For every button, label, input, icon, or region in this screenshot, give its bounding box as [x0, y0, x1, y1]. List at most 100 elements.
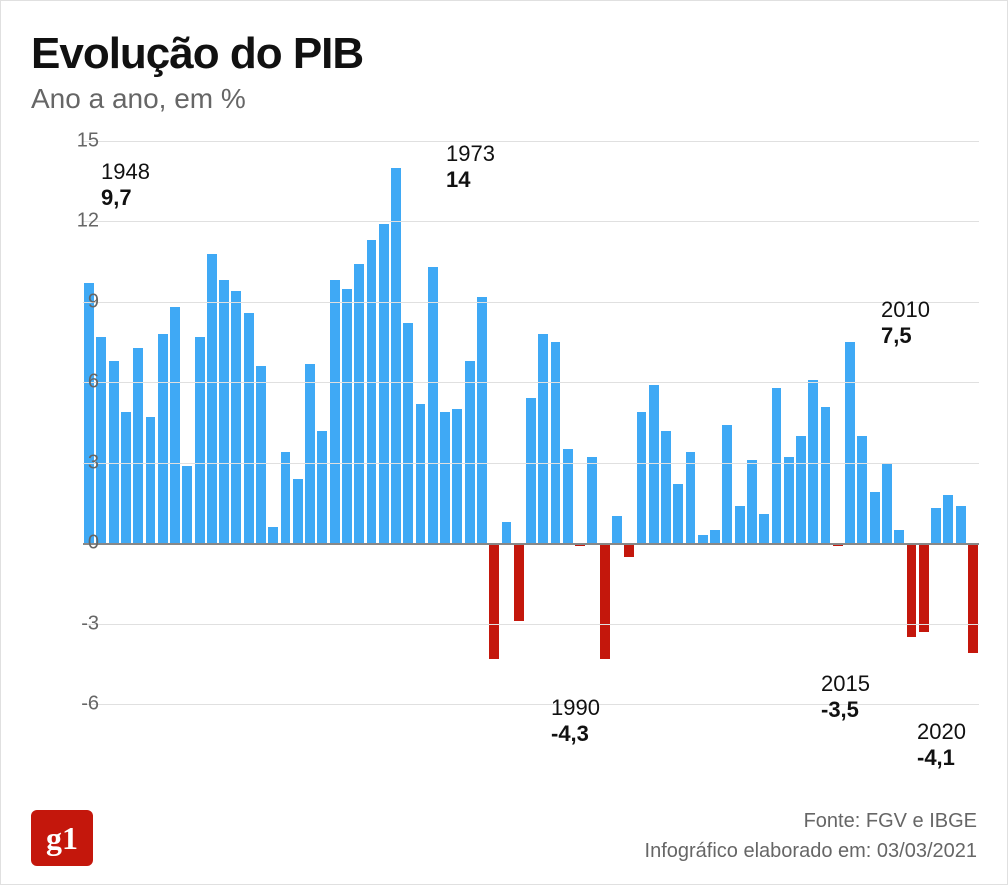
bar [391, 168, 401, 543]
bar [600, 543, 610, 658]
bar [109, 361, 119, 543]
y-axis-label: -3 [49, 612, 99, 635]
y-axis-label: 3 [49, 451, 99, 474]
callout: 19489,7 [101, 159, 150, 212]
bar [526, 398, 536, 543]
bar [551, 342, 561, 543]
callout-value: -4,3 [551, 721, 600, 747]
bar [784, 457, 794, 543]
bar [710, 530, 720, 543]
bar [121, 412, 131, 543]
bar [722, 425, 732, 543]
bar [796, 436, 806, 543]
bar [354, 264, 364, 543]
bar [637, 412, 647, 543]
bar [649, 385, 659, 543]
bar [96, 337, 106, 544]
y-axis-label: 12 [49, 210, 99, 233]
bar [84, 283, 94, 543]
source-line: Fonte: FGV e IBGE [645, 806, 977, 836]
bar [207, 254, 217, 544]
bar [219, 280, 229, 543]
bar [673, 484, 683, 543]
callout: 197314 [446, 141, 495, 194]
chart-subtitle: Ano a ano, em % [31, 83, 246, 115]
bar [182, 466, 192, 544]
bar [661, 431, 671, 544]
bar [735, 506, 745, 544]
bar [317, 431, 327, 544]
bar [956, 506, 966, 544]
footer-text: Fonte: FGV e IBGE Infográfico elaborado … [645, 806, 977, 866]
y-axis-label: 15 [49, 130, 99, 153]
callout: 1990-4,3 [551, 695, 600, 748]
callout: 20107,5 [881, 297, 930, 350]
chart-footer: g1 Fonte: FGV e IBGE Infográfico elabora… [31, 806, 977, 866]
bar [808, 380, 818, 544]
bar [857, 436, 867, 543]
bar [158, 334, 168, 543]
callout-year: 1990 [551, 695, 600, 720]
bar [452, 409, 462, 543]
callout-year: 2010 [881, 297, 930, 322]
bar [821, 407, 831, 544]
bar [894, 530, 904, 543]
bar [170, 307, 180, 543]
bar [195, 337, 205, 544]
bar [538, 334, 548, 543]
callout: 2015-3,5 [821, 671, 870, 724]
y-axis-label: -6 [49, 693, 99, 716]
bar [440, 412, 450, 543]
baseline [83, 543, 979, 545]
bar [403, 323, 413, 543]
callout-year: 2020 [917, 719, 966, 744]
bar [416, 404, 426, 543]
grid-line [83, 302, 979, 303]
grid-line [83, 382, 979, 383]
callout-year: 1973 [446, 141, 495, 166]
bar [514, 543, 524, 621]
y-axis-label: 0 [49, 532, 99, 555]
callout-year: 1948 [101, 159, 150, 184]
bar [919, 543, 929, 632]
chart-container: Evolução do PIB Ano a ano, em % 19489,71… [0, 0, 1008, 885]
bar [882, 463, 892, 543]
bar [281, 452, 291, 543]
bar [931, 508, 941, 543]
bar [698, 535, 708, 543]
bar [612, 516, 622, 543]
bar [686, 452, 696, 543]
grid-line [83, 141, 979, 142]
bar [293, 479, 303, 543]
bar [502, 522, 512, 543]
bar [477, 297, 487, 544]
grid-line [83, 624, 979, 625]
y-axis-label: 9 [49, 290, 99, 313]
bar [845, 342, 855, 543]
bar [489, 543, 499, 658]
bars-layer [83, 141, 979, 731]
bar [943, 495, 953, 543]
bar [624, 543, 634, 556]
bar [870, 492, 880, 543]
bar [231, 291, 241, 543]
plot-area [83, 141, 979, 731]
bar [342, 289, 352, 544]
callout-value: -3,5 [821, 697, 870, 723]
grid-line [83, 463, 979, 464]
bar [968, 543, 978, 653]
callout-value: 14 [446, 167, 495, 193]
bar [465, 361, 475, 543]
callout-year: 2015 [821, 671, 870, 696]
bar [379, 224, 389, 543]
bar [587, 457, 597, 543]
grid-line [83, 221, 979, 222]
bar [268, 527, 278, 543]
bar [256, 366, 266, 543]
bar [305, 364, 315, 544]
callout-value: 9,7 [101, 185, 150, 211]
bar [244, 313, 254, 544]
bar [428, 267, 438, 543]
callout-value: 7,5 [881, 323, 930, 349]
y-axis-label: 6 [49, 371, 99, 394]
